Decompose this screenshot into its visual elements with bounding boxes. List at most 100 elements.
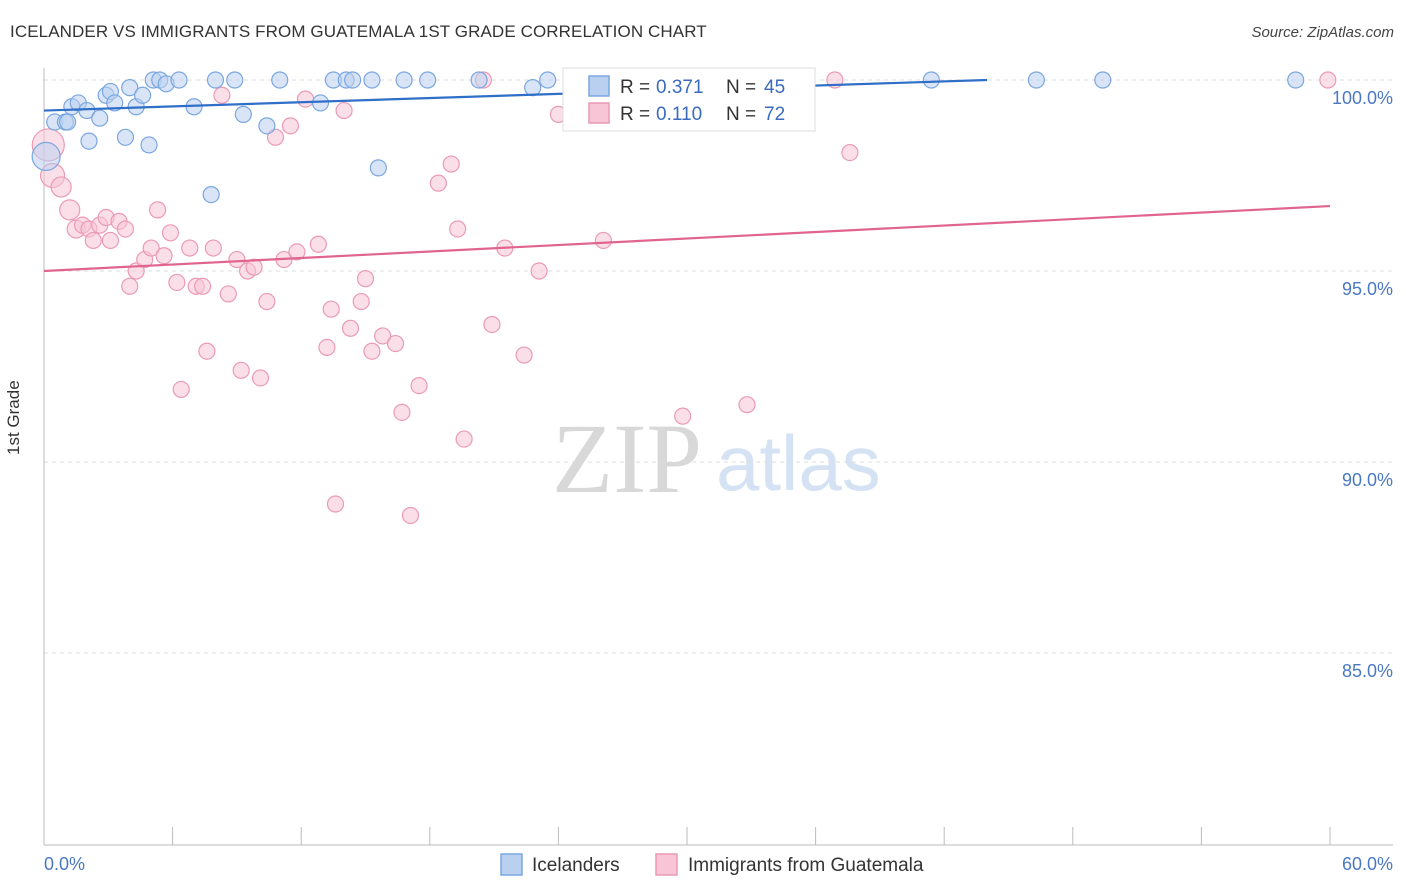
guatemala-point-47 xyxy=(356,270,375,288)
guatemala-point-59 xyxy=(483,315,501,334)
trend-line-icelanders xyxy=(43,78,988,112)
icelanders-point-23 xyxy=(206,71,225,89)
icelanders-point-32 xyxy=(363,71,381,89)
guatemala-point-56 xyxy=(449,220,467,238)
legend-r-label-guatemala: R = xyxy=(620,104,650,125)
guatemala-point-24 xyxy=(194,277,212,295)
icelanders-point-37 xyxy=(524,79,542,97)
icelanders-point-20 xyxy=(170,71,188,89)
guatemala-point-12 xyxy=(116,220,135,238)
guatemala-point-62 xyxy=(530,262,548,280)
guatemala-point-19 xyxy=(161,224,180,242)
guatemala-point-49 xyxy=(374,327,392,345)
legend-n-value-guatemala: 72 xyxy=(764,104,785,125)
guatemala-point-52 xyxy=(401,506,420,525)
guatemala-point-41 xyxy=(318,338,336,356)
inset-legend: R = 0.371 N = 45 R = 0.110 N = 72 xyxy=(562,67,816,132)
guatemala-point-71 xyxy=(1319,71,1337,89)
bottom-legend-swatch-icelanders[interactable] xyxy=(500,853,523,876)
icelanders-point-31 xyxy=(344,71,362,89)
guatemala-point-21 xyxy=(172,380,190,399)
source-label: Source: ZipAtlas.com xyxy=(1251,24,1394,41)
bottom-legend-label-icelanders[interactable]: Icelanders xyxy=(532,855,620,876)
icelanders-point-7 xyxy=(80,132,98,150)
y-tick-labels: 100.0% 95.0% 90.0% 85.0% xyxy=(1332,88,1393,681)
trend-line-guatemala xyxy=(43,204,1331,273)
icelanders-point-36 xyxy=(470,71,488,89)
icelanders-point-16 xyxy=(140,136,158,154)
guatemala-point-65 xyxy=(674,407,692,425)
guatemala-point-44 xyxy=(335,101,353,120)
icelanders-point-28 xyxy=(311,94,330,112)
guatemala-point-29 xyxy=(228,250,246,269)
guatemala-point-42 xyxy=(322,300,340,318)
guatemala-point-54 xyxy=(429,174,447,192)
guatemala-point-32 xyxy=(245,258,263,276)
guatemala-point-35 xyxy=(266,128,285,146)
guatemala-point-2 xyxy=(50,176,72,198)
icelanders-point-25 xyxy=(234,105,252,123)
legend-r-label-icelanders: R = xyxy=(620,77,650,98)
guatemala-point-50 xyxy=(386,334,405,353)
guatemala-point-13 xyxy=(121,277,139,295)
guatemala-point-18 xyxy=(155,247,173,265)
guatemala-point-33 xyxy=(251,369,270,387)
guatemala-point-34 xyxy=(258,292,276,311)
icelanders-point-27 xyxy=(271,71,289,89)
guatemala-point-25 xyxy=(198,342,216,360)
guatemala-point-43 xyxy=(326,495,345,513)
guatemala-point-51 xyxy=(393,403,411,421)
icelanders-point-41 xyxy=(922,71,940,89)
guatemala-point-70 xyxy=(841,143,859,162)
icelanders-point-43 xyxy=(1094,71,1112,89)
guatemala-point-46 xyxy=(352,292,370,311)
icelanders-point-12 xyxy=(116,128,135,146)
guatemala-point-45 xyxy=(341,319,360,337)
icelanders-point-13 xyxy=(121,79,139,97)
guatemala-point-55 xyxy=(442,155,460,173)
guatemala-point-38 xyxy=(288,243,306,261)
icelanders-point-24 xyxy=(226,71,244,89)
icelanders-point-42 xyxy=(1027,71,1045,89)
guatemala-point-37 xyxy=(281,117,300,135)
guatemala-point-16 xyxy=(142,239,160,257)
guatemala-point-20 xyxy=(168,273,186,292)
icelanders-point-33 xyxy=(369,159,387,177)
x-tick-label-min: 0.0% xyxy=(44,854,85,874)
icelanders-point-22 xyxy=(202,186,220,204)
guatemala-point-30 xyxy=(232,361,250,379)
icelanders-point-38 xyxy=(539,71,557,89)
guatemala-point-64 xyxy=(594,231,613,250)
guatemala-point-17 xyxy=(148,201,167,219)
y-tick-label-2: 90.0% xyxy=(1342,470,1393,490)
icelanders-point-15 xyxy=(133,86,152,104)
bottom-legend-label-guatemala[interactable]: Immigrants from Guatemala xyxy=(688,855,924,876)
guatemala-point-67 xyxy=(738,396,756,414)
legend-n-value-icelanders: 45 xyxy=(764,77,785,98)
icelanders-point-35 xyxy=(419,71,437,89)
guatemala-point-61 xyxy=(515,346,533,364)
guatemala-point-48 xyxy=(363,342,381,360)
y-tick-label-1: 95.0% xyxy=(1342,279,1393,299)
icelanders-point-6 xyxy=(78,101,96,120)
axes xyxy=(43,68,1393,846)
guatemala-point-7 xyxy=(84,231,102,250)
icelanders-point-26 xyxy=(258,117,276,135)
legend-r-value-guatemala: 0.110 xyxy=(656,104,702,125)
bottom-legend-swatch-guatemala[interactable] xyxy=(655,853,678,876)
guatemala-point-27 xyxy=(213,86,231,104)
icelanders-point-0 xyxy=(31,141,61,171)
icelanders-point-5 xyxy=(58,113,77,131)
guatemala-point-3 xyxy=(59,199,81,221)
y-tick-label-0: 100.0% xyxy=(1332,88,1393,108)
legend-swatch-guatemala xyxy=(588,102,610,124)
icelanders-point-44 xyxy=(1287,71,1305,89)
guatemala-point-53 xyxy=(410,377,428,395)
icelanders-point-11 xyxy=(106,94,124,112)
x-tick-label-max: 60.0% xyxy=(1342,854,1393,874)
legend-r-value-icelanders: 0.371 xyxy=(656,77,704,98)
guatemala-point-28 xyxy=(219,285,237,303)
guatemala-point-40 xyxy=(309,235,327,253)
bottom-legend: Icelanders Immigrants from Guatemala xyxy=(500,853,924,876)
